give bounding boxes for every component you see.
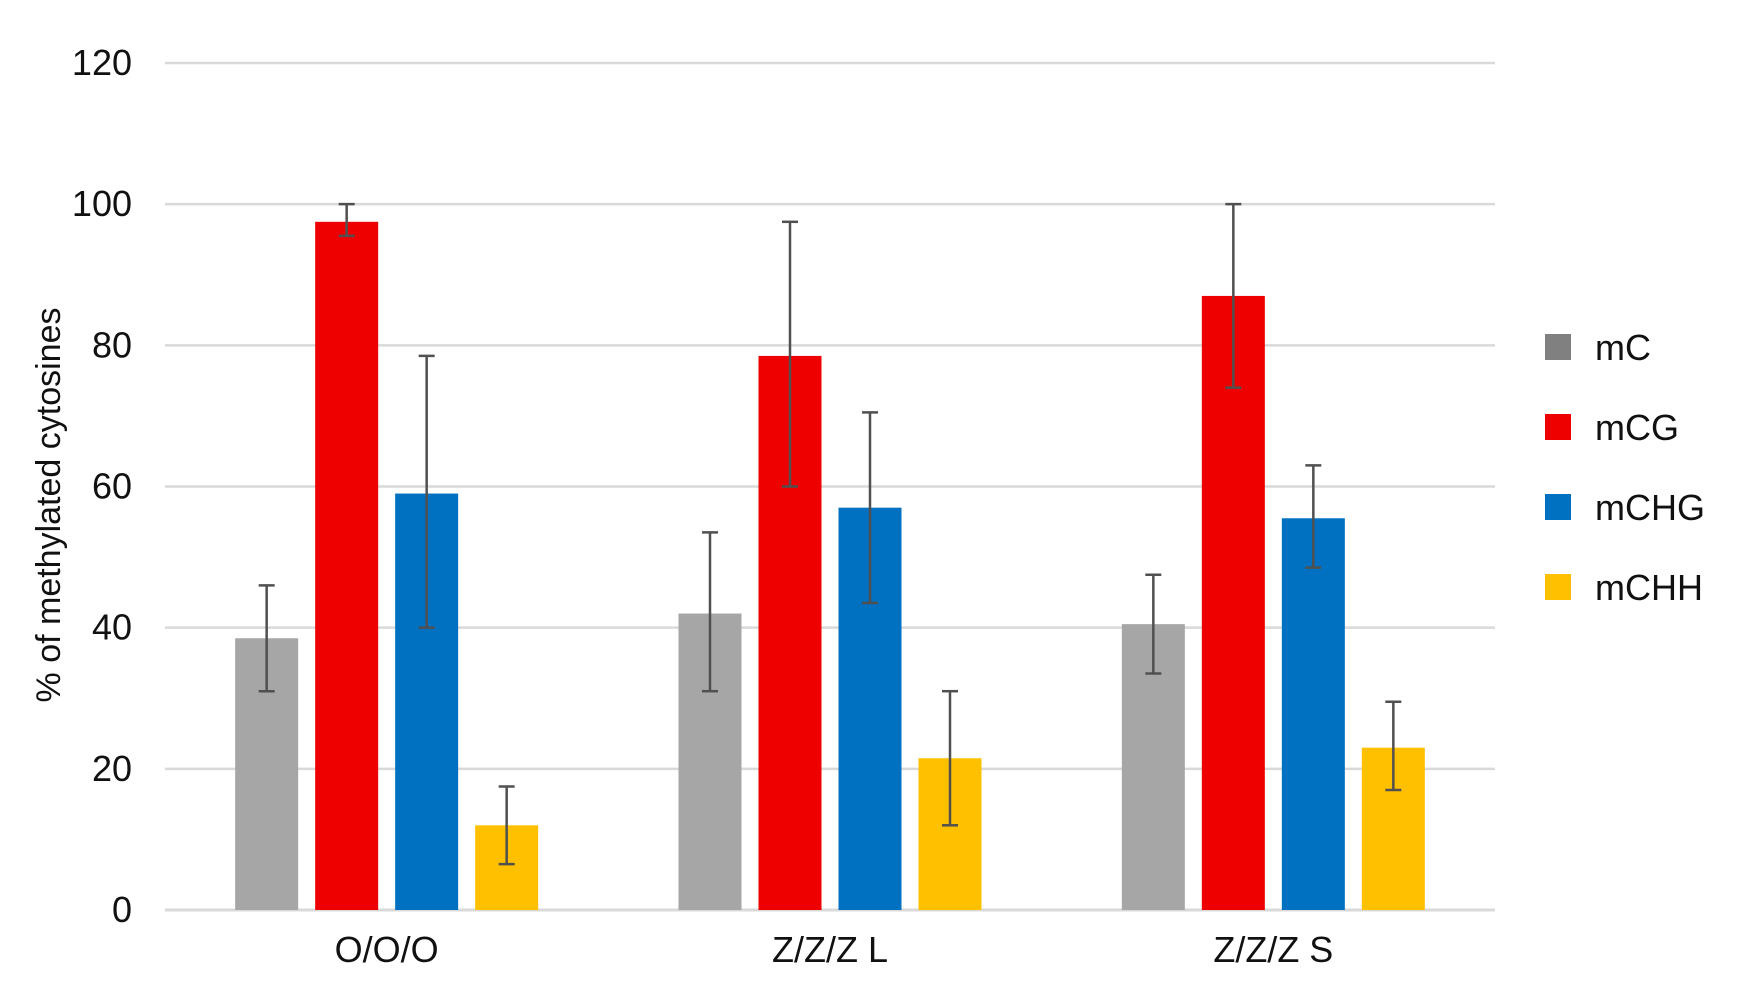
y-axis-title: % of methylated cytosines [30,308,68,703]
y-tick-labels: 0 20 40 60 80 100 120 [72,42,132,930]
category-label: Z/Z/Z S [1213,929,1333,970]
legend-swatch-mc [1545,334,1571,360]
category-label: O/O/O [335,929,439,970]
bars [235,221,1425,910]
gridlines [165,61,1495,912]
y-tick-label: 40 [92,607,132,648]
y-tick-label: 120 [72,42,132,83]
y-tick-label: 20 [92,748,132,789]
bar-mcg [315,221,379,910]
legend-label: mCG [1595,407,1679,448]
legend-swatch-mchh [1545,574,1571,600]
error-bars [258,202,1402,866]
y-tick-label: 60 [92,466,132,507]
legend-label: mCHG [1595,487,1705,528]
bar-mcg [1201,295,1265,910]
legend-swatch-mcg [1545,414,1571,440]
y-tick-label: 100 [72,183,132,224]
legend-label: mCHH [1595,567,1703,608]
y-tick-label: 80 [92,324,132,365]
legend-swatch-mchg [1545,494,1571,520]
bar-mchg [1281,518,1345,910]
legend-label: mC [1595,327,1651,368]
category-label: Z/Z/Z L [772,929,888,970]
legend: mC mCG mCHG mCHH [1545,327,1705,608]
y-tick-label: 0 [112,889,132,930]
category-labels: O/O/O Z/Z/Z L Z/Z/Z S [335,929,1334,970]
